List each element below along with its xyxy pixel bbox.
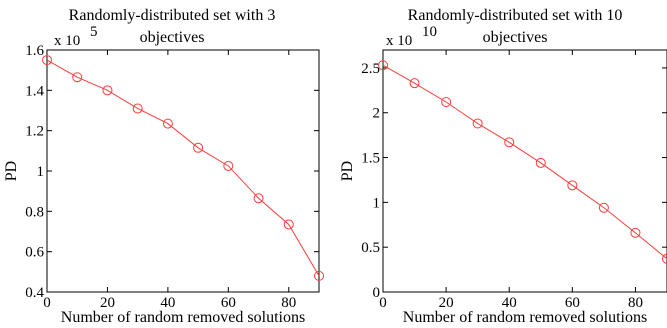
chart-title-line-2: objectives (140, 29, 205, 46)
y-exponent-prefix: x 10 (54, 33, 80, 49)
data-point-marker (42, 55, 52, 66)
data-point-marker (378, 60, 388, 71)
data-point-marker (662, 253, 667, 264)
x-tick-label: 60 (565, 295, 580, 311)
y-tick-label: 1 (37, 164, 45, 180)
x-tick-label: 40 (160, 295, 175, 311)
y-tick-label: 1 (373, 195, 381, 211)
data-point-marker (102, 85, 113, 96)
y-exponent-prefix: x 10 (386, 33, 412, 49)
y-tick-label: 1.5 (361, 151, 380, 167)
x-axis-label: Number of random removed solutions (61, 309, 305, 326)
data-point-marker (253, 193, 264, 204)
data-point-marker (504, 137, 515, 148)
plot-area-frame (46, 49, 320, 293)
data-point-marker (314, 270, 324, 281)
y-axis-label: PD (339, 161, 356, 181)
series-line (382, 64, 667, 260)
data-point-marker (283, 219, 294, 230)
y-tick-label: 1.2 (25, 124, 44, 140)
y-tick-label: 0 (373, 285, 381, 301)
data-point-marker (472, 118, 483, 129)
y-tick-label: 0.6 (25, 245, 44, 261)
data-point-marker (132, 103, 143, 114)
y-exponent-power: 10 (422, 24, 437, 40)
data-point-marker (598, 202, 609, 213)
y-tick-label: 0.8 (25, 204, 44, 220)
y-tick-label: 1.4 (25, 83, 44, 99)
data-point-marker (567, 180, 578, 191)
data-point-marker (223, 160, 234, 171)
chart-panel-2: Randomly-distributed set with 10 objectiv… (339, 7, 667, 326)
y-tick-label: 2 (373, 106, 381, 122)
data-point-marker (193, 142, 204, 153)
chart-title-line-2: objectives (483, 29, 548, 46)
y-exponent-power: 5 (90, 24, 98, 40)
data-point-marker (535, 157, 546, 168)
y-tick-label: 2.5 (361, 61, 380, 77)
x-tick-label: 60 (221, 295, 236, 311)
data-point-marker (409, 78, 420, 89)
data-point-marker (162, 118, 173, 129)
x-tick-label: 0 (43, 295, 51, 311)
x-tick-label: 80 (628, 295, 643, 311)
data-point-marker (630, 227, 641, 238)
x-tick-label: 40 (502, 295, 517, 311)
chart-title-line-1: Randomly-distributed set with 3 (69, 7, 276, 24)
x-tick-label: 20 (100, 295, 115, 311)
y-tick-label: 0.5 (361, 240, 380, 256)
y-tick-label: 1.6 (25, 43, 44, 59)
series-line (46, 59, 320, 277)
plot-area-frame (382, 49, 667, 293)
chart-panel-1: Randomly-distributed set with 3 objective… (3, 7, 324, 326)
x-tick-label: 0 (379, 295, 387, 311)
y-axis-label: PD (3, 161, 20, 181)
y-tick-label: 0.4 (25, 285, 44, 301)
x-axis-label: Number of random removed solutions (403, 309, 647, 326)
x-tick-label: 80 (281, 295, 296, 311)
data-point-marker (441, 96, 452, 107)
x-tick-label: 20 (439, 295, 454, 311)
chart-title-line-1: Randomly-distributed set with 10 (408, 7, 623, 24)
data-point-marker (72, 72, 83, 83)
